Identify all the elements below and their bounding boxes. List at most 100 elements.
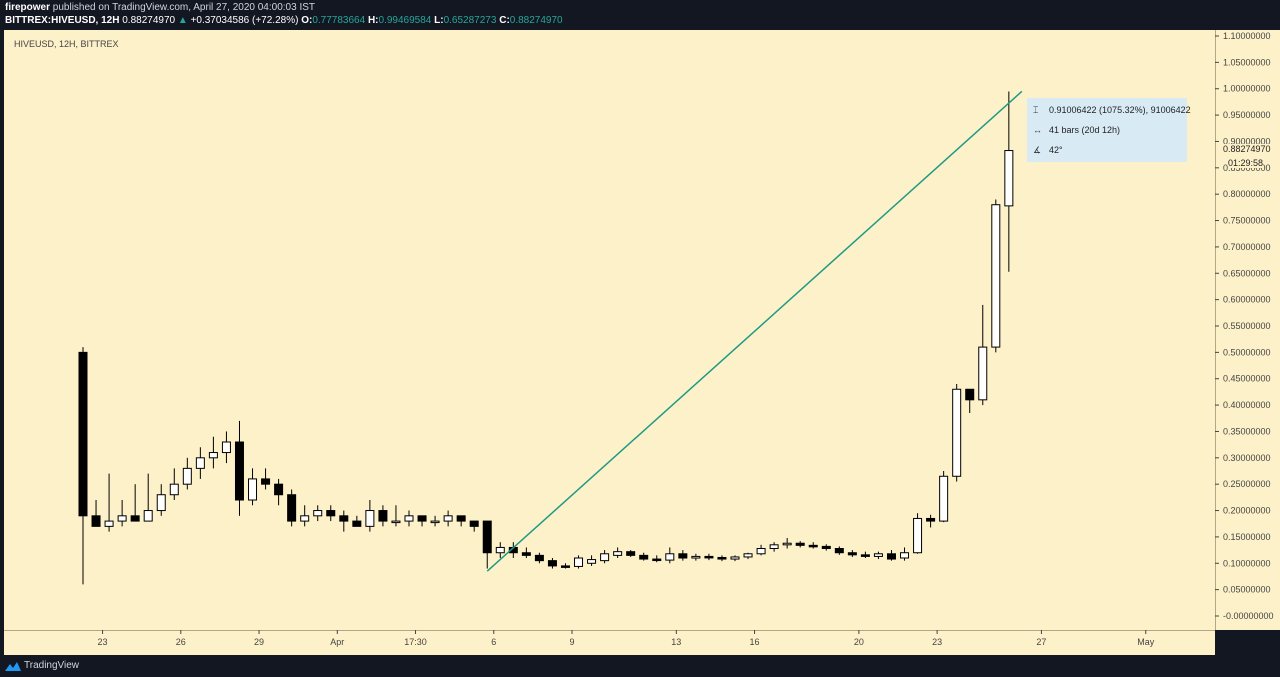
price-tick-label: 0.55000000	[1223, 321, 1271, 331]
open-label: O:	[301, 15, 313, 26]
candle-down	[639, 554, 649, 560]
candle-up	[613, 551, 623, 556]
candle-down	[417, 515, 427, 522]
candle-up	[404, 515, 414, 522]
price-tick-label: 0.05000000	[1223, 585, 1271, 595]
time-axis[interactable]	[4, 630, 1215, 655]
time-tick-label: 29	[254, 637, 264, 647]
price-tick-label: 0.30000000	[1223, 453, 1271, 463]
low-label: L:	[434, 15, 444, 26]
candle-up	[665, 553, 675, 561]
candle-up	[1004, 150, 1014, 207]
candle-down	[482, 520, 492, 554]
candle-down	[91, 515, 101, 527]
candle-down	[274, 483, 284, 496]
candle-up	[730, 556, 740, 560]
time-tick-label: 6	[491, 637, 496, 647]
candle-down	[926, 517, 936, 522]
time-tick-label: 16	[750, 637, 760, 647]
candle-up	[743, 553, 753, 558]
price-change: +0.37034586 (+72.28%)	[190, 15, 299, 26]
candle-down	[521, 552, 531, 556]
last-price: 0.88274970	[122, 15, 176, 26]
price-tick-label: 0.95000000	[1223, 110, 1271, 120]
close-label: C:	[499, 15, 510, 26]
candle-up	[300, 515, 310, 522]
candle-down	[339, 515, 349, 522]
candle-up	[587, 559, 597, 564]
author-name[interactable]: firepower	[5, 2, 51, 13]
candle-down	[717, 556, 727, 560]
price-axis[interactable]	[1215, 30, 1280, 630]
candle-down	[560, 565, 570, 568]
time-tick-label: 26	[176, 637, 186, 647]
candle-up	[952, 388, 962, 477]
candle-down	[834, 548, 844, 554]
time-tick-label: 23	[932, 637, 942, 647]
price-tick-label: 0.40000000	[1223, 400, 1271, 410]
high-label: H:	[367, 15, 379, 26]
candle-up	[156, 494, 166, 512]
time-tick-label: 27	[1036, 637, 1046, 647]
price-tick-label: 0.65000000	[1223, 268, 1271, 278]
tooltip-angle: 42°	[1049, 145, 1063, 155]
candle-up	[991, 204, 1001, 348]
chart-pane[interactable]: HIVEUSD, 12H, BITTREX	[4, 30, 1215, 630]
open-value: 0.77783664	[312, 15, 366, 26]
candle-down	[78, 351, 88, 517]
candle-up	[391, 520, 401, 524]
tradingview-logo-icon[interactable]	[4, 660, 22, 672]
symbol-label: BITTREX:HIVEUSD, 12H	[5, 15, 120, 26]
price-tick-label: 1.10000000	[1223, 31, 1271, 41]
bar-countdown-label: 01:29:58	[1228, 158, 1264, 168]
close-value: 0.88274970	[509, 15, 563, 26]
candle-up	[143, 510, 153, 522]
time-tick-label: 20	[854, 637, 864, 647]
candle-down	[534, 554, 544, 562]
candle-up	[104, 520, 114, 527]
candle-down	[704, 555, 714, 559]
candle-down	[456, 515, 466, 522]
angle-icon: ∡	[1033, 145, 1042, 155]
published-text: published on TradingView.com, April 27, …	[52, 2, 316, 13]
candle-down	[287, 494, 297, 522]
candle-down	[652, 558, 662, 562]
candle-down	[469, 520, 479, 527]
candle-up	[873, 553, 883, 557]
candle-down	[378, 510, 388, 522]
time-tick-label: Apr	[330, 637, 344, 647]
high-value: 0.99469584	[378, 15, 432, 26]
candle-up	[691, 555, 701, 559]
candle-up	[365, 510, 375, 527]
measure-tooltip: ⌶ 0.91006422 (1075.32%), 91006422 ↔ 41 bar…	[1027, 98, 1191, 162]
price-tick-label: 0.50000000	[1223, 347, 1271, 357]
tooltip-bars-row: ↔ 41 bars (20d 12h)	[1033, 125, 1120, 135]
candle-down	[886, 553, 896, 560]
price-tick-label: 0.70000000	[1223, 242, 1271, 252]
price-range-icon: ⌶	[1033, 105, 1039, 115]
candle-down	[352, 520, 362, 527]
candle-up	[600, 553, 610, 562]
price-tick-label: 0.25000000	[1223, 479, 1271, 489]
bars-range-icon: ↔	[1033, 125, 1042, 135]
candle-up	[313, 510, 323, 517]
candle-up	[169, 483, 179, 496]
candle-down	[261, 478, 271, 485]
candle-up	[769, 544, 779, 550]
candle-up	[756, 548, 766, 555]
time-tick-label: May	[1137, 637, 1155, 647]
tooltip-bars: 41 bars (20d 12h)	[1049, 125, 1121, 135]
candle-up	[208, 452, 218, 459]
footer-brand[interactable]: TradingView	[24, 660, 80, 671]
price-tick-label: 0.10000000	[1223, 558, 1271, 568]
trend-line	[486, 90, 1023, 572]
candle-down	[808, 544, 818, 548]
candle-down	[678, 553, 688, 559]
candle-down	[795, 542, 805, 546]
candle-down	[326, 510, 336, 517]
price-tick-label: 1.00000000	[1223, 84, 1271, 94]
candle-up	[978, 346, 988, 401]
price-tick-label: 0.90000000	[1223, 136, 1271, 146]
price-tick-label: 0.20000000	[1223, 506, 1271, 516]
